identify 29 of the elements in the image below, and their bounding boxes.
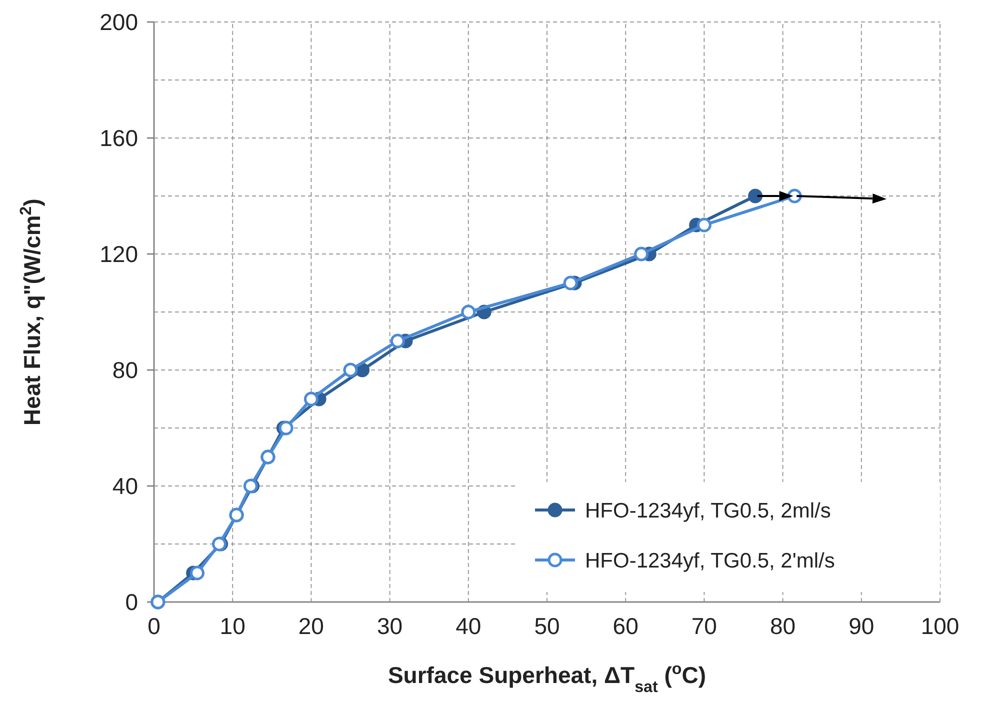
legend-label: HFO-1234yf, TG0.5, 2'ml/s: [585, 549, 835, 572]
point: [748, 188, 763, 204]
x-axis-title: Surface Superheat, ΔT$_{sat}$ ($^{o}$C): [388, 660, 706, 696]
y-tick-label: 160: [100, 125, 138, 152]
x-tick-label: 30: [377, 613, 403, 639]
y-tick-label: 80: [112, 357, 138, 384]
point: [304, 392, 318, 406]
point: [190, 566, 204, 580]
x-tick-label: 50: [534, 613, 560, 639]
x-tick-label: 80: [770, 613, 796, 639]
point: [390, 334, 405, 348]
point: [696, 218, 712, 232]
y-tick-label: 0: [125, 589, 138, 616]
y-tick-label: 200: [100, 9, 138, 36]
x-tick-label: 0: [148, 613, 160, 639]
y-tick-label: 120: [100, 241, 138, 268]
legend-label: HFO-1234yf, TG0.5, 2ml/s: [585, 499, 831, 522]
x-tick-label: 70: [691, 613, 717, 639]
point: [461, 304, 476, 320]
x-tick-label: 100: [920, 613, 960, 639]
point: [343, 362, 358, 378]
y-tick-label: 40: [112, 473, 138, 500]
point: [563, 276, 578, 290]
point: [634, 246, 649, 262]
x-tick-label: 90: [848, 613, 874, 639]
x-tick-label: 20: [298, 613, 324, 639]
x-tick-label: 10: [220, 613, 246, 639]
x-tick-label: 60: [612, 613, 638, 639]
x-tick-label: 40: [456, 613, 482, 639]
